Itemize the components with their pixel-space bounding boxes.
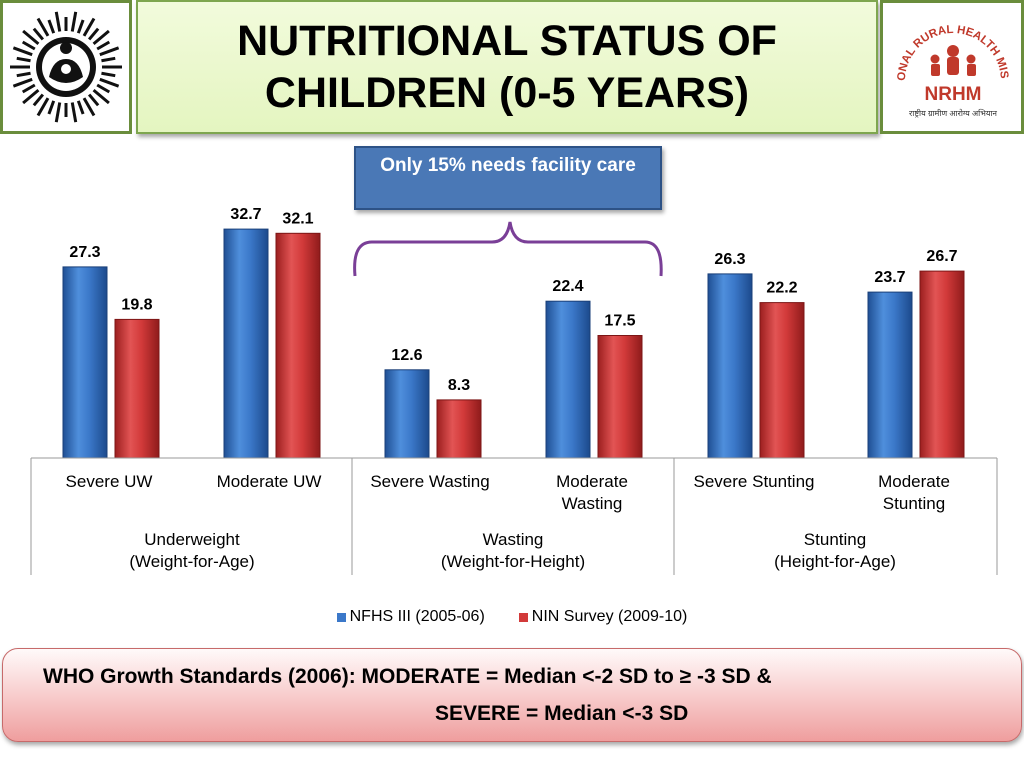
bar-nin-1	[114, 318, 160, 459]
legend-label-nfhs: NFHS III (2005-06)	[349, 608, 485, 625]
nrhm-hindi-text: राष्ट्रीय ग्रामीण आरोग्य अभियान	[909, 108, 998, 118]
callout-bracket	[353, 221, 663, 277]
bar-nfhs-1	[62, 266, 108, 459]
page-title: NUTRITIONAL STATUS OF CHILDREN (0-5 YEAR…	[237, 17, 777, 117]
data-label-nin-1: 19.8	[121, 296, 152, 313]
data-label-nfhs-1: 27.3	[69, 244, 100, 261]
nrhm-abbr: NRHM	[925, 84, 982, 105]
group-label-2: Wasting (Weight-for-Height)	[440, 530, 586, 571]
note-line-moderate: WHO Growth Standards (2006): MODERATE = …	[43, 665, 772, 688]
bar-chart: 27.3 19.8 32.7 32.1 12.6 8.3 22.4 17.5 26.3 22.2 2…	[30, 206, 998, 575]
bar-nfhs-3	[384, 369, 430, 459]
data-label-nfhs-5: 26.3	[714, 251, 745, 268]
legend-swatch-nfhs	[336, 612, 346, 622]
data-label-nin-5: 22.2	[766, 280, 797, 297]
category-label-5: Severe Stunting	[693, 472, 815, 491]
legend-item-nfhs: NFHS III (2005-06)	[336, 608, 485, 626]
title-banner: NUTRITIONAL STATUS OF CHILDREN (0-5 YEAR…	[136, 0, 878, 134]
legend-item-nin: NIN Survey (2009-10)	[518, 608, 688, 626]
bar-nfhs-6	[867, 291, 913, 459]
bar-nin-4	[597, 335, 643, 459]
bar-nin-5	[759, 302, 805, 459]
bar-nin-2	[275, 232, 321, 459]
data-label-nfhs-6: 23.7	[874, 269, 905, 286]
bar-nin-6	[919, 270, 965, 459]
note-line-severe: SEVERE = Median <-3 SD	[435, 702, 689, 725]
data-label-nfhs-4: 22.4	[552, 278, 583, 295]
data-label-nin-6: 26.7	[926, 248, 957, 265]
legend-label-nin: NIN Survey (2009-10)	[531, 608, 688, 625]
who-standards-note: WHO Growth Standards (2006): MODERATE = …	[2, 648, 1022, 742]
bracket-path	[353, 221, 663, 277]
bar-nin-3	[436, 399, 482, 459]
group-label-3: Stunting (Height-for-Age)	[774, 530, 896, 571]
bar-nfhs-4	[545, 300, 591, 459]
category-label-2: Moderate UW	[216, 472, 322, 491]
data-label-nin-2: 32.1	[282, 210, 313, 227]
data-label-nin-3: 8.3	[448, 377, 470, 394]
category-label-4: Moderate Wasting	[556, 472, 628, 513]
chart-legend: NFHS III (2005-06) NIN Survey (2009-10)	[0, 608, 1024, 626]
nrhm-logo-icon: NATIONAL RURAL HEALTH MISSION NRHM राष्ट…	[879, 0, 1011, 118]
logo-left	[0, 0, 132, 134]
data-label-nin-4: 17.5	[604, 313, 635, 330]
group-label-1: Underweight (Weight-for-Age)	[129, 530, 255, 571]
data-label-nfhs-3: 12.6	[391, 347, 422, 364]
category-label-1: Severe UW	[65, 472, 153, 491]
facility-care-callout: Only 15% needs facility care	[354, 146, 662, 210]
legend-swatch-nin	[518, 612, 528, 622]
category-label-3: Severe Wasting	[370, 472, 490, 491]
category-axis-box	[30, 457, 998, 575]
mother-child-emblem-icon	[10, 11, 122, 123]
data-label-nfhs-2: 32.7	[230, 206, 261, 223]
category-label-6: Moderate Stunting	[878, 472, 950, 513]
bar-nfhs-2	[223, 228, 269, 459]
bar-nfhs-5	[707, 273, 753, 459]
logo-right: NATIONAL RURAL HEALTH MISSION NRHM राष्ट…	[879, 0, 1024, 134]
